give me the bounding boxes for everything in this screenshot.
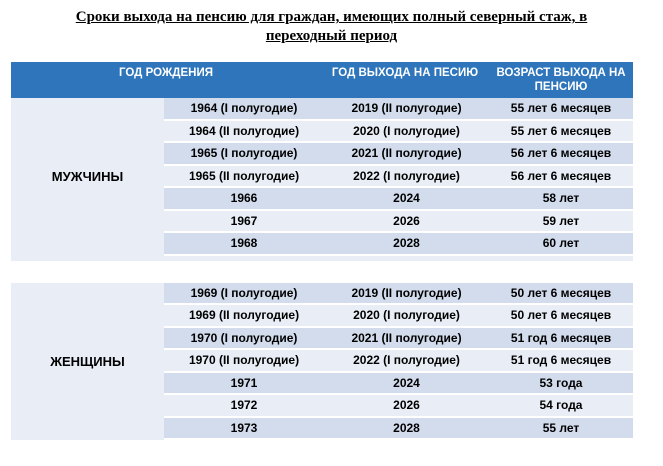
birth-year-cell: 1964 (I полугодие) xyxy=(190,101,298,115)
retire-age-cell: 54 года xyxy=(539,398,583,412)
retirement-table: ГОД РОЖДЕНИЯ ГОД ВЫХОДА НА ПЕСИЮ ВОЗРАСТ… xyxy=(11,62,633,440)
retire-age-cell: 53 года xyxy=(539,375,583,390)
page-title: Сроки выхода на пенсию для граждан, имею… xyxy=(0,8,663,46)
table-row: 1964 (II полугодие) 2020 (I полугодие) 55 … xyxy=(164,120,633,143)
retire-age-cell: 59 лет xyxy=(542,213,580,228)
table-row: 1972 2026 54 года xyxy=(164,395,633,418)
table-row: 1967 2026 59 лет xyxy=(164,210,633,233)
retire-year-cell: 2022 (I полугодие) xyxy=(353,353,460,367)
men-rows: 1964 (I полугодие) 2019 (II полугодие) 55 … xyxy=(164,98,633,256)
retire-age-cell: 55 лет 6 месяцев xyxy=(510,123,612,138)
table-row: 1965 (I полугодие) 2021 (II полугодие) 56 … xyxy=(164,143,633,166)
retire-year-cell: 2019 (II полугодие) xyxy=(351,101,462,115)
page-title-line-1: Сроки выхода на пенсию для граждан, имею… xyxy=(75,9,588,25)
retire-age-cell: 50 лет 6 месяцев xyxy=(510,308,612,322)
birth-year-cell: 1971 xyxy=(230,375,258,390)
table-row: 1964 (I полугодие) 2019 (II полугодие) 55 … xyxy=(164,98,633,121)
retire-age-cell: 55 лет xyxy=(542,420,580,435)
birth-year-cell: 1967 xyxy=(230,213,258,228)
women-label: ЖЕНЩИНЫ xyxy=(11,282,164,440)
table-header: ГОД РОЖДЕНИЯ ГОД ВЫХОДА НА ПЕСИЮ ВОЗРАСТ… xyxy=(11,62,633,98)
birth-year-cell: 1968 xyxy=(230,236,258,250)
group-spacer xyxy=(11,260,633,283)
birth-year-cell: 1973 xyxy=(230,420,258,435)
retire-age-cell: 56 лет 6 месяцев xyxy=(510,168,612,183)
retire-age-cell: 60 лет xyxy=(542,236,580,250)
birth-year-cell: 1972 xyxy=(230,398,258,412)
retire-year-cell: 2024 xyxy=(393,191,420,205)
men-group: МУЖЧИНЫ 1964 (I полугодие) 2019 (II полуг… xyxy=(11,98,633,256)
table-row: 1970 (II полугодие) 2022 (I полугодие) 51 … xyxy=(164,350,633,373)
birth-year-cell: 1964 (II полугодие) xyxy=(188,123,300,138)
retire-age-cell: 58 лет xyxy=(542,191,580,205)
women-group: ЖЕНЩИНЫ 1969 (I полугодие) 2019 (II полуг… xyxy=(11,282,633,440)
birth-year-cell: 1969 (I полугодие) xyxy=(190,285,298,300)
table-row: 1966 2024 58 лет xyxy=(164,188,633,211)
retire-age-cell: 50 лет 6 месяцев xyxy=(510,285,612,300)
retire-year-cell: 2028 xyxy=(393,420,420,435)
page-title-line-2: переходный период xyxy=(265,28,398,44)
retire-age-cell: 51 год 6 месяцев xyxy=(510,330,612,345)
birth-year-cell: 1966 xyxy=(230,191,258,205)
group-divider-band xyxy=(11,255,633,261)
header-retire-year: ГОД ВЫХОДА НА ПЕСИЮ xyxy=(331,67,479,79)
retire-year-cell: 2022 (I полугодие) xyxy=(353,168,460,183)
retire-year-cell: 2026 xyxy=(393,398,420,412)
women-rows: 1969 (I полугодие) 2019 (II полугодие) 50 … xyxy=(164,282,633,440)
table-row: 1969 (I полугодие) 2019 (II полугодие) 50 … xyxy=(164,282,633,305)
birth-year-cell: 1965 (I полугодие) xyxy=(190,146,298,160)
birth-year-cell: 1965 (II полугодие) xyxy=(188,168,300,183)
retire-age-cell: 56 лет 6 месяцев xyxy=(510,146,612,160)
retire-age-cell: 55 лет 6 месяцев xyxy=(510,101,612,115)
table-row: 1971 2024 53 года xyxy=(164,372,633,395)
table-row: 1970 (I полугодие) 2021 (II полугодие) 51 … xyxy=(164,327,633,350)
retire-year-cell: 2020 (I полугодие) xyxy=(353,308,460,322)
retire-year-cell: 2024 xyxy=(393,375,420,390)
birth-year-cell: 1970 (II полугодие) xyxy=(188,353,300,367)
table-row: 1965 (II полугодие) 2022 (I полугодие) 56 … xyxy=(164,165,633,188)
retire-year-cell: 2019 (II полугодие) xyxy=(351,285,462,300)
header-birth-year: ГОД РОЖДЕНИЯ xyxy=(119,67,213,79)
birth-year-cell: 1970 (I полугодие) xyxy=(190,330,298,345)
header-retire-age: ВОЗРАСТ ВЫХОДА НА ПЕНСИЮ xyxy=(496,67,626,93)
birth-year-cell: 1969 (II полугодие) xyxy=(188,308,300,322)
table-row: 1973 2028 55 лет xyxy=(164,417,633,440)
retire-age-cell: 51 год 6 месяцев xyxy=(510,353,612,367)
retire-year-cell: 2021 (II полугодие) xyxy=(351,146,462,160)
retire-year-cell: 2020 (I полугодие) xyxy=(353,123,460,138)
retire-year-cell: 2028 xyxy=(393,236,420,250)
men-label: МУЖЧИНЫ xyxy=(11,98,164,256)
table-row: 1968 2028 60 лет xyxy=(164,233,633,256)
retire-year-cell: 2021 (II полугодие) xyxy=(351,330,462,345)
retire-year-cell: 2026 xyxy=(393,213,420,228)
table-row: 1969 (II полугодие) 2020 (I полугодие) 50 … xyxy=(164,305,633,328)
